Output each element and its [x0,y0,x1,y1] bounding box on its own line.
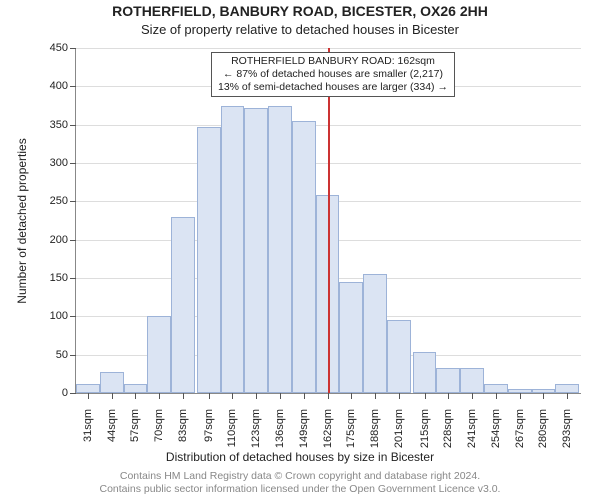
histogram-bar [124,384,148,393]
x-tick-label: 254sqm [490,401,502,448]
chart-title: ROTHERFIELD, BANBURY ROAD, BICESTER, OX2… [0,3,600,19]
y-tick-label: 50 [56,349,76,361]
x-tick-label: 241sqm [466,401,478,448]
x-tick-label: 123sqm [250,401,262,448]
chart-container: ROTHERFIELD, BANBURY ROAD, BICESTER, OX2… [0,0,600,500]
y-tick-label: 200 [50,234,76,246]
x-tick-label: 83sqm [177,401,189,442]
x-tick [304,393,305,399]
plot-area: 05010015020025030035040045031sqm44sqm57s… [75,48,581,394]
x-tick [88,393,89,399]
x-tick [112,393,113,399]
histogram-bar [147,316,171,393]
x-tick [520,393,521,399]
x-tick-label: 201sqm [393,401,405,448]
chart-subtitle: Size of property relative to detached ho… [0,22,600,37]
x-tick-label: 175sqm [345,401,357,448]
x-tick [496,393,497,399]
y-tick-label: 400 [50,80,76,92]
x-axis-label: Distribution of detached houses by size … [0,450,600,464]
x-tick-label: 31sqm [82,401,94,442]
y-tick-label: 300 [50,157,76,169]
reference-line [328,48,330,393]
histogram-bar [555,384,579,393]
x-tick-label: 149sqm [298,401,310,448]
x-tick [375,393,376,399]
y-tick-label: 100 [50,310,76,322]
y-axis-label: Number of detached properties [15,138,29,303]
histogram-bar [292,121,316,393]
histogram-bar [171,217,195,393]
x-tick [328,393,329,399]
x-tick-label: 267sqm [514,401,526,448]
y-tick-label: 250 [50,195,76,207]
x-tick [280,393,281,399]
x-tick [425,393,426,399]
x-tick-label: 44sqm [106,401,118,442]
x-tick [183,393,184,399]
y-tick-label: 450 [50,42,76,54]
x-tick-label: 293sqm [561,401,573,448]
x-tick [135,393,136,399]
info-box-line: ROTHERFIELD BANBURY ROAD: 162sqm [218,55,448,68]
histogram-bar [339,282,363,393]
histogram-bar [387,320,411,393]
x-tick [351,393,352,399]
x-tick-label: 57sqm [129,401,141,442]
x-tick-label: 215sqm [419,401,431,448]
histogram-bar [100,372,124,393]
footer-attribution: Contains HM Land Registry data © Crown c… [0,470,600,496]
x-tick-label: 280sqm [537,401,549,448]
histogram-bar [221,106,245,394]
histogram-bar [76,384,100,393]
x-tick [209,393,210,399]
histogram-bar [460,368,484,393]
histogram-bar [484,384,508,393]
x-tick [256,393,257,399]
histogram-bar [436,368,460,393]
x-tick [567,393,568,399]
info-box: ROTHERFIELD BANBURY ROAD: 162sqm← 87% of… [211,52,455,97]
x-tick [159,393,160,399]
x-tick-label: 228sqm [442,401,454,448]
x-tick [472,393,473,399]
histogram-bar [268,106,292,393]
info-box-line: ← 87% of detached houses are smaller (2,… [218,68,448,81]
y-tick-label: 0 [62,387,76,399]
x-tick [399,393,400,399]
histogram-bar [244,108,268,393]
footer-line-1: Contains HM Land Registry data © Crown c… [0,470,600,483]
y-tick-label: 350 [50,119,76,131]
histogram-bar [363,274,387,393]
x-tick [232,393,233,399]
x-tick-label: 110sqm [226,401,238,447]
histogram-bar [197,127,221,393]
x-tick [543,393,544,399]
y-tick-label: 150 [50,272,76,284]
x-tick-label: 136sqm [274,401,286,448]
info-box-line: 13% of semi-detached houses are larger (… [218,81,448,94]
x-tick-label: 70sqm [153,401,165,442]
x-tick [448,393,449,399]
footer-line-2: Contains public sector information licen… [0,483,600,496]
x-tick-label: 162sqm [322,401,334,448]
histogram-bar [413,352,437,393]
x-tick-label: 97sqm [203,401,215,442]
x-tick-label: 188sqm [369,401,381,448]
